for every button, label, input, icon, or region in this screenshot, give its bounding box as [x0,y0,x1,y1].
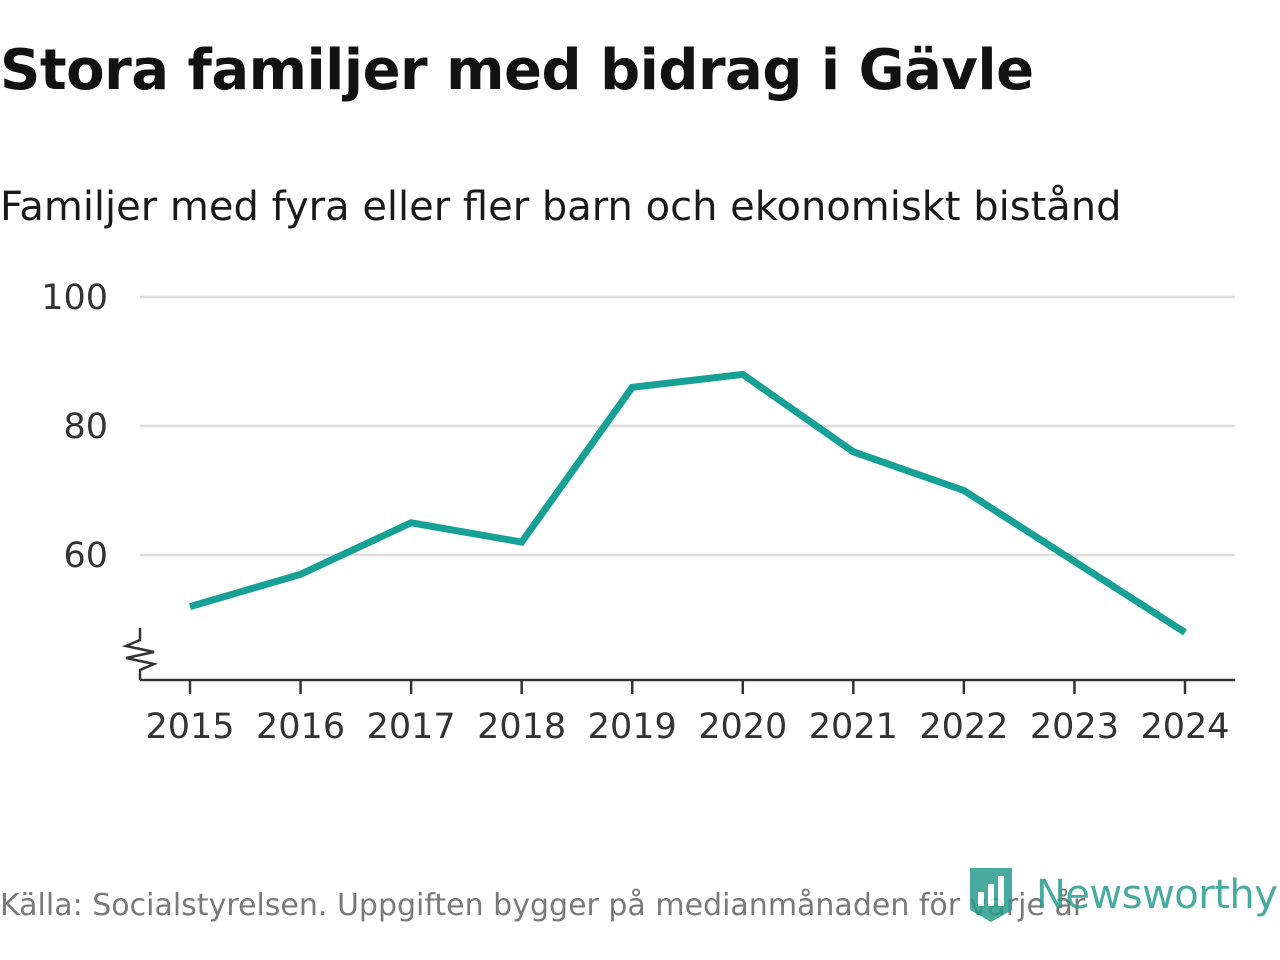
x-tick-label: 2015 [145,707,234,747]
gridlines [140,295,1235,557]
x-tick-label: 2020 [698,707,787,747]
newsworthy-logo: Newsworthy [966,866,1278,924]
x-tick-label: 2023 [1030,707,1119,747]
logo-icon [970,868,1012,922]
y-tick-label: 100 [41,278,108,318]
x-tick-label: 2024 [1140,707,1229,747]
y-tick-label: 80 [63,407,108,447]
y-axis-break [121,628,159,680]
chart-subtitle: Familjer med fyra eller fler barn och ek… [0,184,1122,230]
series-line-0 [189,370,1187,636]
logo-text: Newsworthy [1036,872,1278,918]
series-group [189,370,1187,636]
x-tick-label: 2021 [809,707,898,747]
x-tick-label: 2019 [588,707,677,747]
x-tick-label: 2016 [256,707,345,747]
source-note: Källa: Socialstyrelsen. Uppgiften bygger… [0,888,1086,923]
x-axis: 2015 2016 2017 2018 2019 2020 2021 2022 2023 2024 [121,628,1235,747]
x-tick-label: 2018 [477,707,566,747]
y-axis-ticks: 60 80 100 [41,278,108,576]
chart-title: Stora familjer med bidrag i Gävle [0,38,1034,103]
y-tick-label: 60 [63,536,108,576]
x-tick-label: 2017 [367,707,456,747]
x-tick-label: 2022 [919,707,1008,747]
